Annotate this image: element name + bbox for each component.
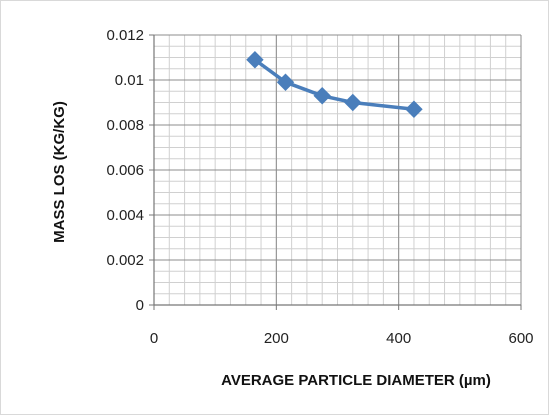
data-point-marker <box>344 93 362 112</box>
data-series <box>246 51 423 118</box>
y-tick-label: 0.006 <box>106 162 144 179</box>
y-tick-label: 0.012 <box>106 27 144 44</box>
y-axis-title: MASS LOS (KG/KG) <box>51 101 68 243</box>
x-tick-labels: 0 200 400 600 <box>150 330 534 347</box>
gridlines <box>153 34 522 306</box>
x-tick-label: 0 <box>150 330 158 347</box>
y-tick-label: 0.01 <box>115 72 144 89</box>
series-line <box>253 58 415 112</box>
axes <box>149 34 522 310</box>
y-tick-labels: 0 0.002 0.004 0.006 0.008 0.01 0.012 <box>106 27 144 314</box>
x-tick-label: 600 <box>508 330 533 347</box>
data-point-marker <box>405 100 423 118</box>
x-tick-label: 400 <box>386 330 411 347</box>
y-tick-label: 0.002 <box>106 252 144 269</box>
y-tick-label: 0.008 <box>106 117 144 134</box>
y-tick-label: 0 <box>136 297 144 314</box>
data-point-marker <box>313 87 331 105</box>
y-tick-label: 0.004 <box>106 207 144 224</box>
data-point-marker <box>246 51 264 69</box>
data-point-marker <box>276 73 295 91</box>
x-tick-label: 200 <box>264 330 289 347</box>
x-axis-title: AVERAGE PARTICLE DIAMETER (µm) <box>221 372 491 389</box>
